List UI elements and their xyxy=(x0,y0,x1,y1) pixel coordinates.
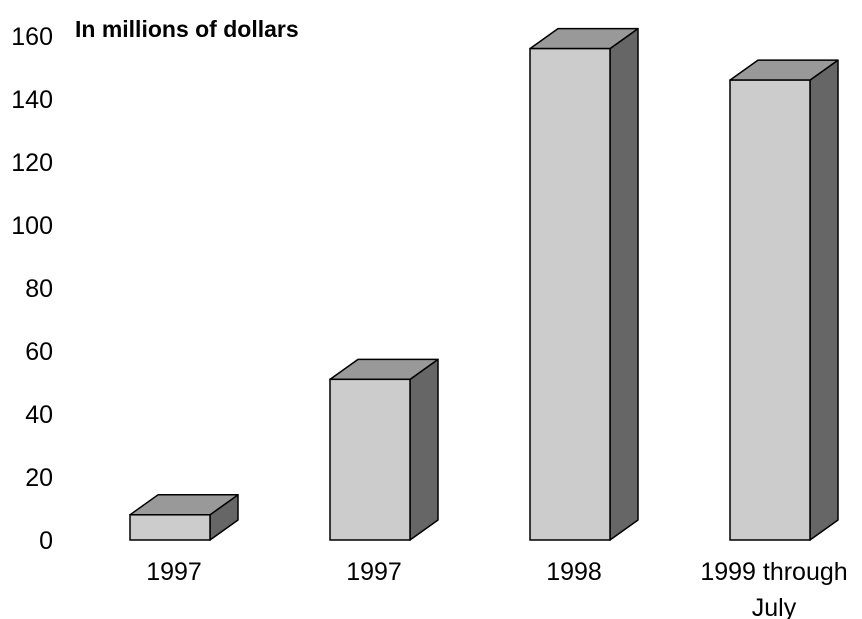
bar xyxy=(529,27,639,541)
bar-side xyxy=(809,59,839,541)
bar xyxy=(129,494,239,541)
x-category-label: 1997 xyxy=(146,558,202,586)
y-tick-label: 40 xyxy=(25,401,53,429)
x-category-label: 1997 xyxy=(346,558,402,586)
x-category-label: 1999 through July xyxy=(700,558,847,619)
y-tick-label: 100 xyxy=(11,212,53,240)
y-tick-label: 20 xyxy=(25,464,53,492)
x-category-label: 1998 xyxy=(546,558,602,586)
bar-front xyxy=(329,378,411,541)
bar xyxy=(329,358,439,541)
x-axis-categories: 1997 1997 1998 1999 through July xyxy=(146,558,847,619)
bars xyxy=(129,27,839,541)
bar-front xyxy=(129,514,211,541)
y-tick-label: 80 xyxy=(25,275,53,303)
y-axis-title: In millions of dollars xyxy=(75,16,299,42)
y-tick-label: 60 xyxy=(25,338,53,366)
bar-front xyxy=(529,47,611,541)
bar xyxy=(729,59,839,541)
y-tick-label: 120 xyxy=(11,149,53,177)
bar-side xyxy=(609,27,639,541)
y-tick-label: 160 xyxy=(11,23,53,51)
bar-side xyxy=(409,358,439,541)
y-axis-ticks: 0 20 40 60 80 100 120 140 160 xyxy=(11,23,53,555)
y-tick-label: 140 xyxy=(11,86,53,114)
y-tick-label: 0 xyxy=(39,527,53,555)
bar-front xyxy=(729,79,811,541)
